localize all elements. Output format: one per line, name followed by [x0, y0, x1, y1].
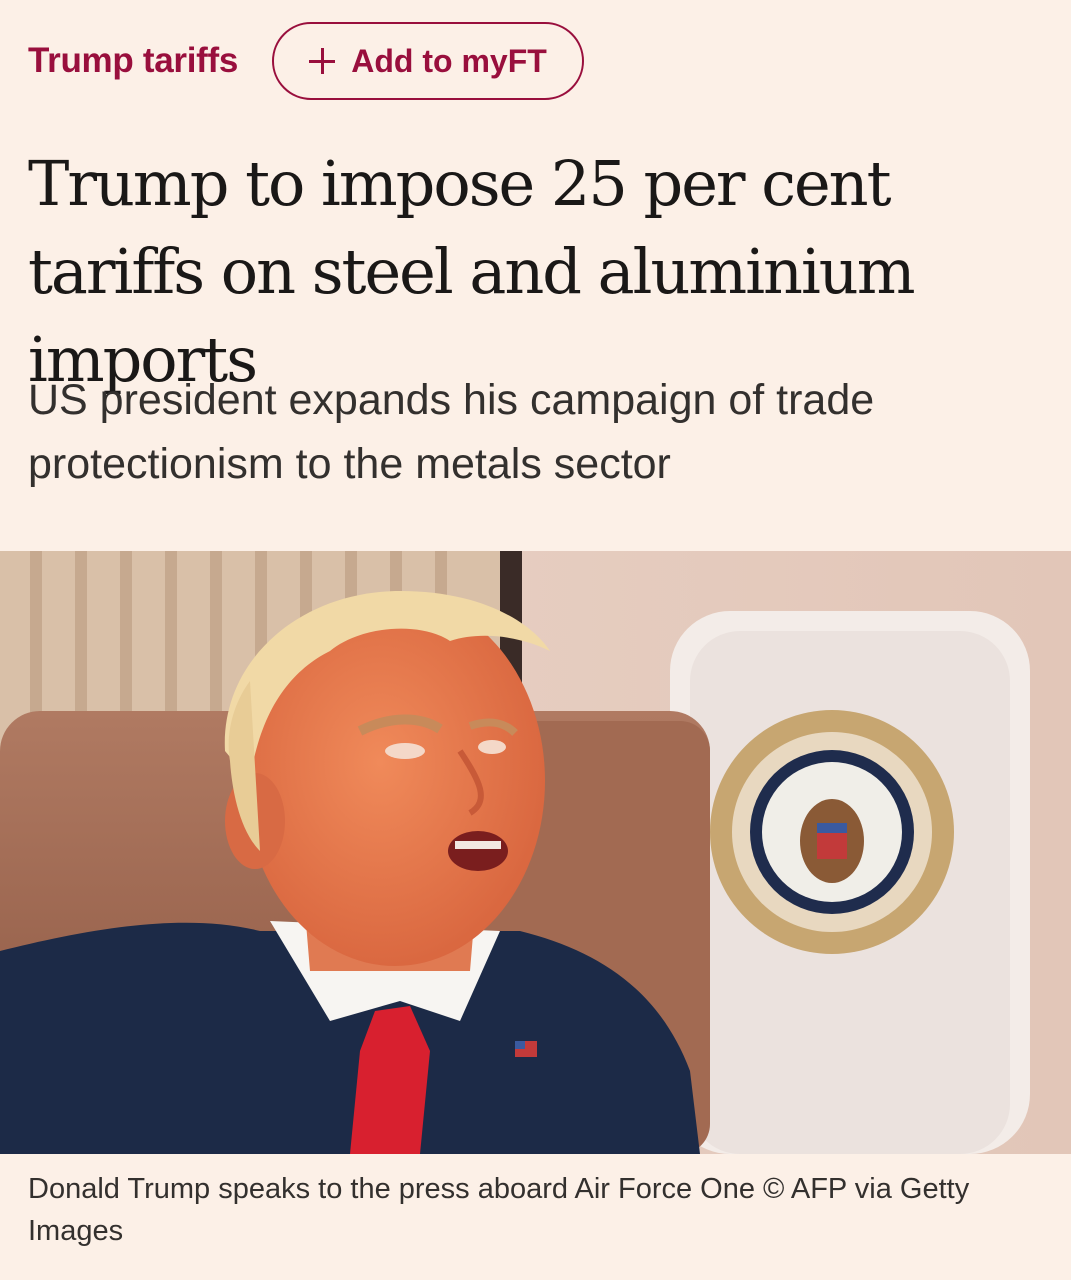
- photo-illustration: [0, 551, 1071, 1154]
- topic-row: Trump tariffs Add to myFT: [28, 20, 585, 102]
- article-photo: [0, 551, 1071, 1154]
- article-standfirst: US president expands his campaign of tra…: [28, 376, 875, 488]
- image-caption: Donald Trump speaks to the press aboard …: [28, 1173, 970, 1247]
- add-to-myft-label: Add to myFT: [351, 42, 547, 79]
- article-headline: Trump to impose 25 per cent tariffs on s…: [28, 147, 916, 396]
- plus-icon: [309, 48, 336, 74]
- add-to-myft-button[interactable]: Add to myFT: [272, 22, 585, 100]
- topic-link[interactable]: Trump tariffs: [28, 41, 239, 80]
